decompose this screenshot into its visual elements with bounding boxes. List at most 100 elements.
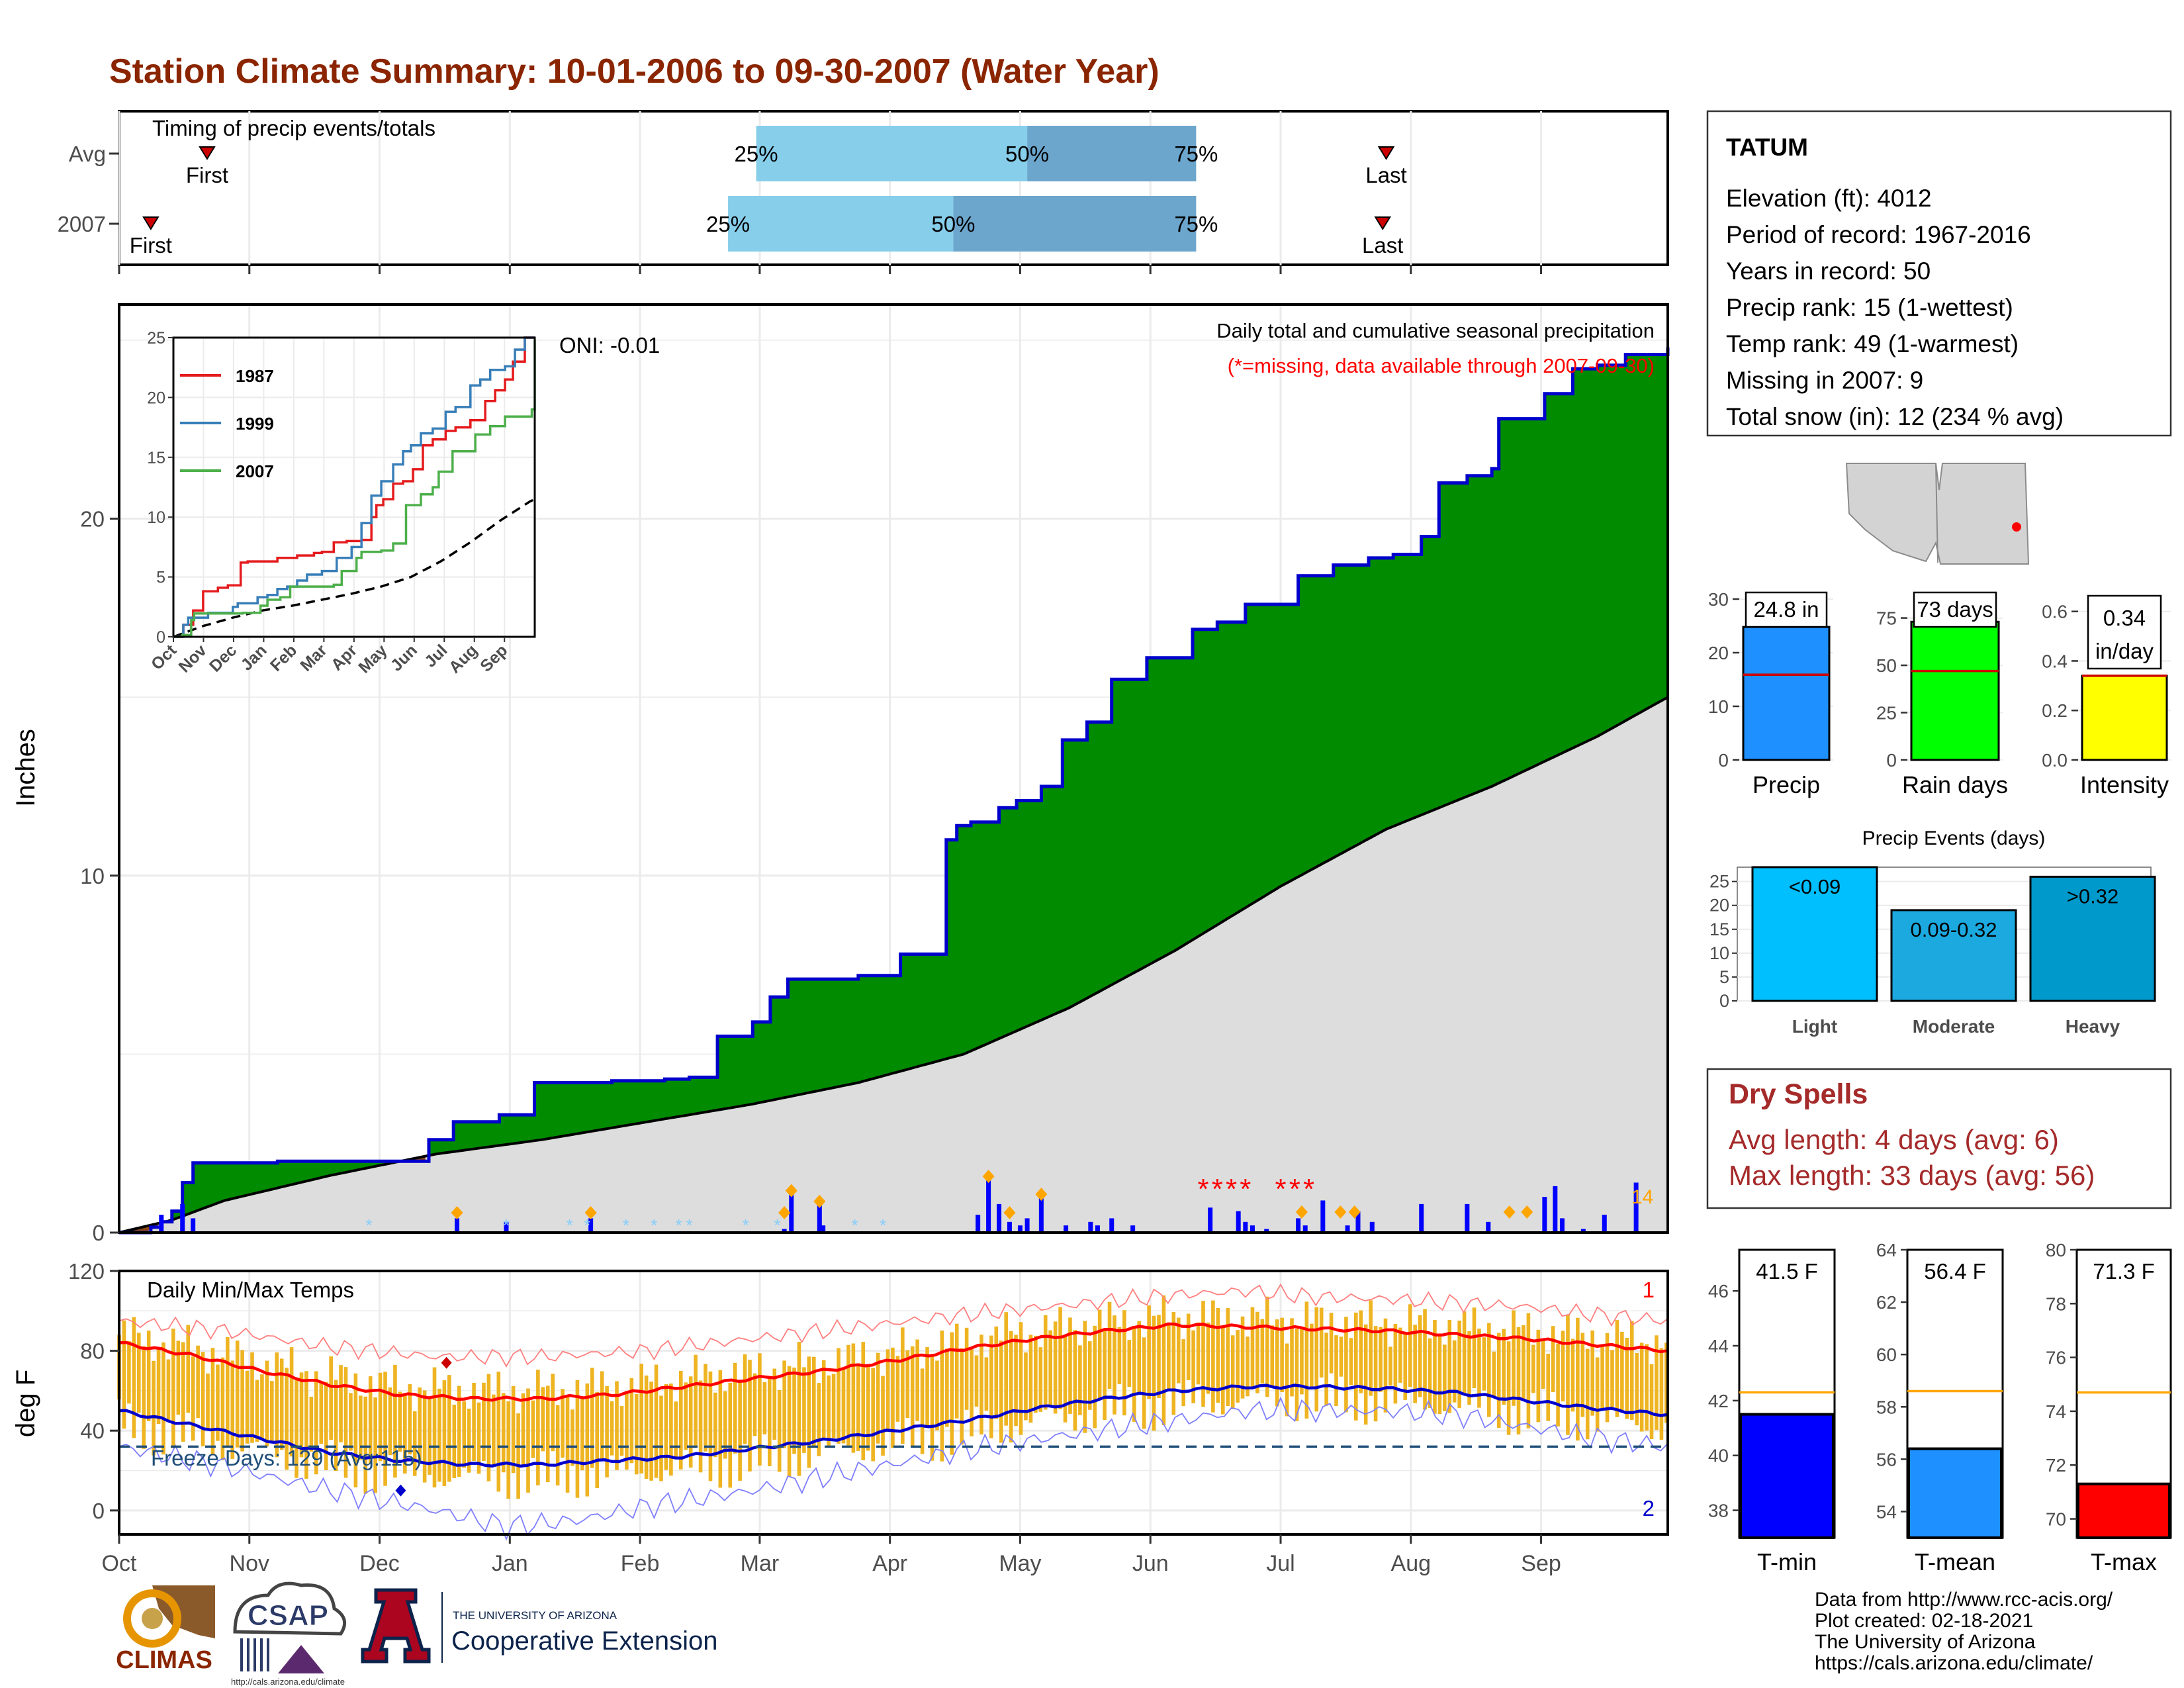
daily-temp-bar xyxy=(856,1363,860,1451)
daily-temp-bar xyxy=(349,1393,353,1451)
daily-temp-bar xyxy=(831,1374,836,1438)
daily-temp-bar xyxy=(827,1375,831,1447)
daily-temp-bar xyxy=(319,1382,324,1444)
heavy-count: 14 xyxy=(1631,1186,1653,1208)
daily-temp-bar xyxy=(437,1388,441,1482)
daily-temp-bar xyxy=(1230,1335,1235,1409)
daily-temp-bar xyxy=(270,1381,274,1442)
daily-temp-bar xyxy=(472,1383,476,1462)
csap-url: http://cals.arizona.edu/climate xyxy=(231,1677,345,1687)
daily-precip-bar xyxy=(1236,1211,1241,1233)
daily-temp-bar xyxy=(492,1394,496,1467)
stat-ytick-label: 25 xyxy=(1876,703,1897,724)
daily-temp-bar xyxy=(1216,1307,1220,1403)
tsum-bar-T-min xyxy=(1739,1413,1835,1540)
daily-temp-bar xyxy=(1280,1317,1284,1393)
daily-temp-bar xyxy=(694,1354,698,1448)
first-label: First xyxy=(130,233,172,258)
daily-precip-bar xyxy=(986,1179,991,1233)
daily-temp-bar xyxy=(984,1357,989,1411)
tsum-ytick-label: 40 xyxy=(1708,1446,1729,1466)
daily-temp-bar xyxy=(343,1367,348,1478)
daily-temp-bar xyxy=(1536,1329,1541,1423)
daily-temp-bar xyxy=(881,1376,885,1456)
month-label: Oct xyxy=(102,1551,137,1576)
temp-summary-panel: 38 40 42 44 46 41.5 F T-min 54 56 58 60 62 64 56.4 F T… xyxy=(1708,1240,2172,1575)
daily-temp-bar xyxy=(378,1372,383,1462)
record-low-marker xyxy=(395,1484,406,1497)
daily-temp-bar xyxy=(605,1385,609,1477)
daily-temp-bar xyxy=(674,1401,678,1459)
month-label: Mar xyxy=(741,1551,780,1576)
daily-temp-bar xyxy=(1196,1322,1201,1385)
daily-precip-bar xyxy=(1038,1197,1044,1233)
daily-temp-bar xyxy=(1605,1333,1610,1423)
daily-precip-bar xyxy=(976,1215,981,1233)
inset-ytick-label: 20 xyxy=(147,389,165,407)
events-ytick-label: 15 xyxy=(1709,919,1729,939)
temp-ytick-label: 40 xyxy=(80,1419,105,1443)
daily-temp-bar xyxy=(851,1343,856,1453)
timing-label: Timing of precip events/totals xyxy=(152,116,435,140)
daily-temp-bar xyxy=(1522,1325,1525,1401)
daily-temp-bar xyxy=(1117,1327,1122,1385)
timing-q75-label: 75% xyxy=(1174,212,1218,236)
footer: Data from http://www.rcc-acis.org/Plot c… xyxy=(116,1581,2113,1687)
daily-temp-bar xyxy=(1063,1335,1068,1423)
heavy-event-marker xyxy=(1295,1205,1308,1219)
daily-temp-bar xyxy=(1610,1350,1614,1407)
daily-temp-bar xyxy=(1167,1325,1171,1391)
daily-temp-bar xyxy=(812,1356,816,1447)
temp-panel: Daily Min/Max Temps Freeze Days: 129 (Avg… xyxy=(11,1259,1669,1576)
daily-temp-bar xyxy=(817,1383,821,1456)
footer-line: The University of Arizona xyxy=(1815,1631,2036,1653)
snow-marker: * xyxy=(774,1215,780,1235)
daily-temp-bar xyxy=(171,1329,175,1448)
daily-precip-bar xyxy=(1250,1225,1255,1233)
tsum-ytick-label: 80 xyxy=(2046,1240,2066,1260)
timing-q50-label: 50% xyxy=(1005,142,1049,166)
daily-temp-bar xyxy=(240,1350,244,1452)
month-label: Jun xyxy=(1132,1551,1169,1576)
daily-temp-bar xyxy=(501,1393,506,1473)
daily-temp-bar xyxy=(797,1342,801,1476)
daily-temp-bar xyxy=(1250,1307,1255,1389)
daily-temp-bar xyxy=(762,1382,767,1434)
tsum-value-label: 41.5 F xyxy=(1756,1259,1818,1284)
daily-temp-bar xyxy=(373,1397,377,1493)
daily-temp-bar xyxy=(945,1348,949,1427)
footer-line: Plot created: 02-18-2021 xyxy=(1815,1610,2033,1632)
daily-temp-bar xyxy=(383,1372,387,1486)
daily-temp-bar xyxy=(910,1346,915,1447)
inset-series-line-1987 xyxy=(173,336,535,638)
daily-temp-bar xyxy=(758,1353,762,1466)
daily-temp-bar xyxy=(1265,1296,1269,1397)
daily-temp-bar xyxy=(866,1366,870,1451)
daily-temp-bar xyxy=(166,1359,171,1421)
missing-marker: * xyxy=(1197,1173,1208,1205)
stat-ytick-label: 30 xyxy=(1708,589,1729,610)
inset-ytick-label: 25 xyxy=(147,329,165,348)
temp-ylabel: deg F xyxy=(11,1370,40,1437)
daily-precip-bar xyxy=(817,1203,822,1233)
snow-marker: * xyxy=(651,1215,657,1235)
heavy-event-marker xyxy=(1348,1205,1361,1219)
daily-temp-bar xyxy=(334,1380,338,1472)
daily-temp-bar xyxy=(536,1370,540,1485)
daily-temp-bar xyxy=(1220,1327,1225,1415)
daily-temp-bar xyxy=(1132,1327,1136,1422)
timing-bar-q25-q50 xyxy=(756,126,1028,181)
daily-precip-bar xyxy=(191,1218,196,1233)
daily-temp-bar xyxy=(1659,1348,1664,1440)
heavy-event-marker xyxy=(1035,1188,1048,1201)
daily-temp-bar xyxy=(1324,1333,1328,1406)
temp-label: Daily Min/Max Temps xyxy=(147,1278,354,1302)
event-bar-label: <0.09 xyxy=(1789,875,1841,898)
inset-legend-label: 1987 xyxy=(236,366,274,386)
daily-temp-bar xyxy=(565,1396,570,1493)
daily-temp-bar xyxy=(285,1368,289,1470)
inset-series-line-1999 xyxy=(173,336,535,638)
record-low-count: 2 xyxy=(1643,1496,1655,1521)
daily-precip-bar xyxy=(1130,1225,1136,1233)
